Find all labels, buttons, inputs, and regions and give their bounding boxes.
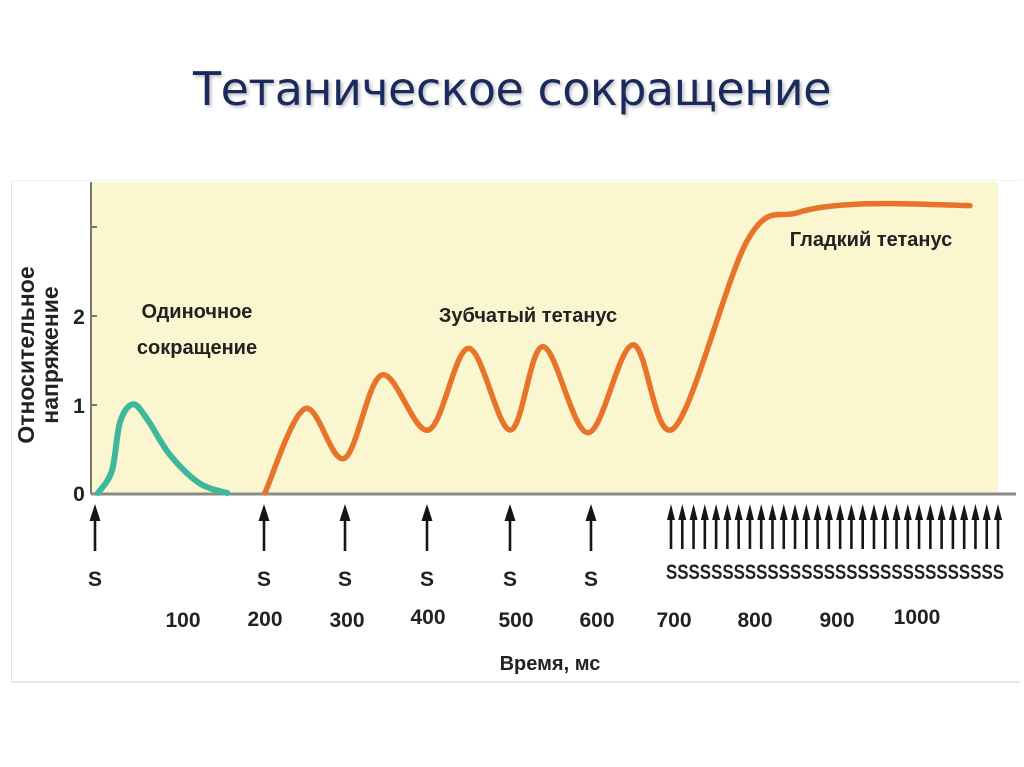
x-tick-label: 1000 xyxy=(894,606,941,629)
x-tick-label: 600 xyxy=(579,609,614,632)
stimulus-label: S xyxy=(88,568,102,591)
stimulus-arrow-icon xyxy=(937,504,946,520)
stimulus-arrow-icon xyxy=(89,504,101,521)
stimulus-arrow-icon xyxy=(700,504,709,520)
stimulus-label: S xyxy=(338,568,352,591)
stimulus-label: S xyxy=(420,568,434,591)
stimulus-arrow-icon xyxy=(802,504,811,520)
y-axis-label: Относительное xyxy=(13,266,39,443)
stimulus-arrow-icon xyxy=(585,504,597,521)
stimulus-arrow-icon xyxy=(971,504,980,520)
stimulus-arrow-icon xyxy=(948,504,957,520)
stimulus-arrow-icon xyxy=(339,504,351,521)
y-tick-label-1: 1 xyxy=(73,395,85,418)
stimulus-arrow-icon xyxy=(689,504,698,520)
slide-title: Тетаническое сокращение xyxy=(193,62,831,116)
annotation-single-line2: сокращение xyxy=(137,337,257,359)
plot-area xyxy=(91,182,998,493)
x-tick-label: 300 xyxy=(329,609,364,632)
stimulus-arrow-icon xyxy=(858,504,867,520)
stimulus-arrow-icon xyxy=(824,504,833,520)
y-tick-label-0: 0 xyxy=(73,483,85,506)
x-tick-label: 200 xyxy=(247,608,282,631)
figure-frame xyxy=(11,180,1020,683)
stimulus-arrow-icon xyxy=(678,504,687,520)
stimulus-arrow-icon xyxy=(757,504,766,520)
y-axis-label-line2-text: напряжение xyxy=(37,286,63,423)
x-tick-label: 800 xyxy=(737,609,772,632)
rapid-stimuli xyxy=(667,504,1002,549)
stimulus-arrow-icon xyxy=(667,504,675,520)
stimulus-arrow-icon xyxy=(813,504,822,520)
annotation-smooth-tetanus: Гладкий тетанус xyxy=(790,229,952,251)
single-twitch-curve xyxy=(95,401,231,496)
x-tick-label: 900 xyxy=(819,609,854,632)
stimulus-arrow-icon xyxy=(836,504,845,520)
stimulus-arrow-icon xyxy=(892,504,901,520)
x-tick-labels: 100 200 300 400 500 600 700 800 900 1000 xyxy=(165,606,940,632)
y-ticks xyxy=(91,226,97,406)
x-tick-label: 500 xyxy=(498,609,533,632)
stimulus-arrow-icon xyxy=(734,504,743,520)
stimulus-arrow-icon xyxy=(723,504,732,520)
stimulus-arrow-icon xyxy=(994,504,1002,520)
stimulus-arrow-icon xyxy=(915,504,924,520)
tetanus-curve xyxy=(262,200,973,496)
stimulus-arrow-icon xyxy=(258,504,270,521)
stimulus-label: S xyxy=(584,568,598,591)
x-tick-label: 100 xyxy=(165,609,200,632)
stimulus-arrow-icon xyxy=(779,504,788,520)
stimulus-label: S xyxy=(503,568,517,591)
stimulus-arrow-icon xyxy=(745,504,754,520)
stimulus-arrow-icon xyxy=(791,504,800,520)
stimulus-arrow-icon xyxy=(504,504,516,521)
stimulus-arrow-icon xyxy=(421,504,433,521)
y-axis-label-line2: напряжение xyxy=(37,286,63,423)
stimulus-arrow-icon xyxy=(960,504,969,520)
stimulus-arrow-icon xyxy=(903,504,912,520)
y-axis-label-line1: Относительное xyxy=(13,266,39,443)
x-axis-label: Время, мс xyxy=(500,653,601,675)
stimulus-arrow-icon xyxy=(712,504,721,520)
x-tick-label: 400 xyxy=(410,606,445,629)
annotation-single-line1: Одиночное xyxy=(142,301,253,323)
x-tick-label: 700 xyxy=(656,609,691,632)
stimulus-arrow-icon xyxy=(869,504,878,520)
annotation-serrated-tetanus: Зубчатый тетанус xyxy=(439,305,617,327)
stimulus-arrow-icon xyxy=(881,504,890,520)
stimulus-arrow-icon xyxy=(847,504,856,520)
y-tick-label-2: 2 xyxy=(73,306,85,329)
stimulus-label: S xyxy=(257,568,271,591)
stimulus-arrow-icon xyxy=(982,504,991,520)
stimulus-arrow-icon xyxy=(768,504,777,520)
rapid-stimuli-label: SSSSSSSSSSSSSSSSSSSSSSSSSSSSSS xyxy=(666,561,1004,584)
stimulus-arrow-icon xyxy=(926,504,935,520)
